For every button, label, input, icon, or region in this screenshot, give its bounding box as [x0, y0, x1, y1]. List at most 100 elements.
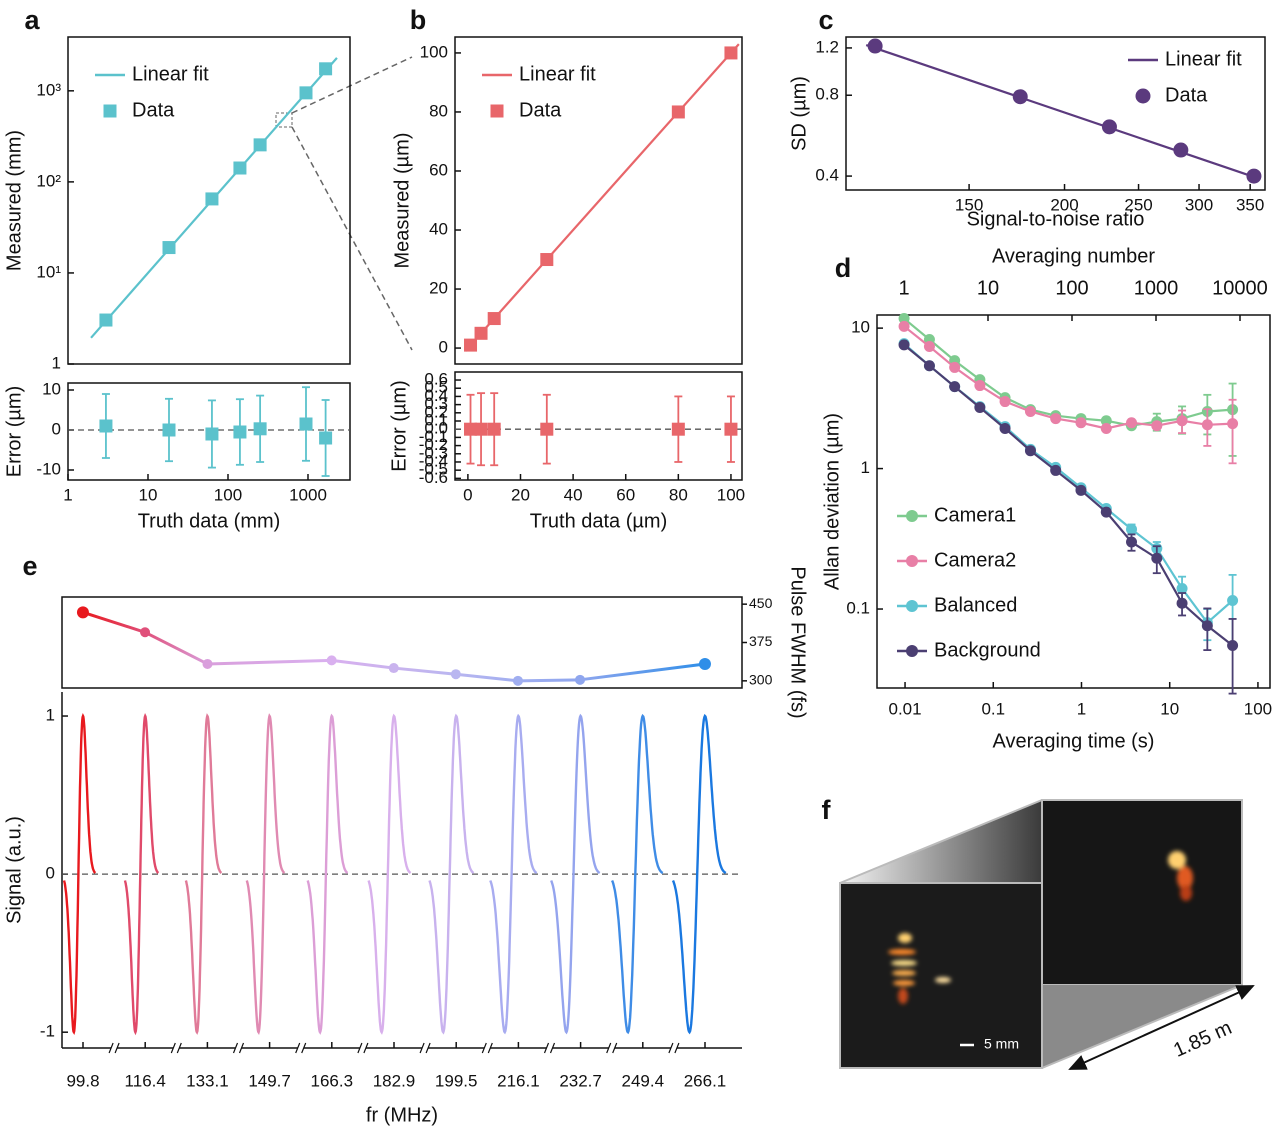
panel-letter: a — [24, 5, 40, 35]
y2-tick-label: 300 — [749, 672, 773, 688]
plot-frame — [454, 36, 743, 365]
data-marker — [1024, 445, 1036, 457]
x-tick-label: 0.01 — [888, 699, 921, 718]
panel-letter: b — [410, 5, 427, 35]
y-axis-label: Error (µm) — [388, 380, 410, 472]
data-marker — [724, 46, 738, 60]
x-tick-label: 0 — [463, 485, 472, 504]
y2-axis-label: Pulse FWHM (fs) — [787, 566, 809, 718]
x2-tick-label: 100 — [1055, 277, 1088, 299]
data-marker — [974, 402, 986, 414]
panel-letter: d — [835, 253, 852, 283]
data-marker — [1126, 536, 1138, 548]
y-tick-label: -0.2 — [419, 435, 448, 454]
axis-break — [425, 1042, 431, 1054]
y-tick-label: 0.5 — [424, 378, 448, 397]
data-marker — [450, 669, 461, 680]
data-marker — [923, 360, 935, 372]
axis-break — [549, 1042, 556, 1054]
back-face — [1041, 799, 1243, 986]
data-marker — [140, 627, 151, 638]
x2-axis-label: Averaging number — [992, 245, 1155, 267]
axis-break — [238, 1042, 245, 1054]
data-marker — [1151, 420, 1163, 432]
x-tick-label: 20 — [511, 485, 530, 504]
data-marker — [1100, 422, 1112, 434]
x-tick-label: 10 — [139, 485, 158, 504]
data-marker — [867, 38, 883, 54]
y-tick-label: 10² — [36, 171, 61, 190]
data-marker — [540, 422, 554, 436]
zoom-line — [291, 126, 413, 351]
y-tick-label: 10 — [42, 379, 61, 398]
data-marker — [949, 381, 961, 393]
legend-marker — [103, 104, 117, 118]
legend-label: Data — [519, 99, 562, 121]
y-tick-label: 100 — [420, 42, 448, 61]
x-axis-label: Signal-to-noise ratio — [967, 208, 1145, 230]
waveform — [245, 713, 286, 1036]
data-marker — [1126, 523, 1138, 535]
zoom-line — [291, 56, 413, 114]
zoom-box — [275, 112, 293, 128]
data-marker — [898, 313, 910, 325]
data-marker — [999, 396, 1011, 408]
x-tick-label: 1000 — [289, 485, 327, 504]
waveform — [367, 713, 412, 1035]
legend-marker — [490, 104, 504, 118]
axis-break-gap — [546, 1044, 553, 1052]
axis-break — [481, 1042, 487, 1054]
data-marker — [319, 62, 333, 76]
axis-break — [612, 1042, 618, 1054]
data-marker — [202, 658, 213, 669]
y-tick-label: 0.3 — [424, 394, 448, 413]
data-marker — [540, 253, 554, 267]
legend-label: Data — [132, 99, 175, 121]
legend-marker — [1135, 88, 1151, 104]
waveform — [123, 712, 160, 1036]
data-marker — [1176, 415, 1188, 427]
y-tick-label: 0.0 — [424, 419, 448, 438]
axis-break-gap — [608, 1044, 615, 1052]
data-marker — [487, 312, 501, 326]
y-tick-label: 10 — [851, 318, 870, 337]
legend-marker — [906, 645, 918, 657]
plot-frame — [67, 36, 351, 365]
waveform — [428, 713, 475, 1035]
y-tick-label: 1 — [861, 458, 870, 477]
data-marker — [671, 105, 685, 119]
x-tick-label: 100 — [1244, 699, 1272, 718]
y-tick-label: -0.6 — [419, 468, 448, 487]
axis-break — [114, 1042, 120, 1054]
y-axis-label: Allan deviation (µm) — [821, 413, 843, 590]
y2-tick-label: 450 — [749, 595, 773, 611]
x-tick-label: 150 — [955, 195, 983, 214]
x2-tick-label: 1000 — [1134, 277, 1179, 299]
data-marker — [1126, 417, 1138, 429]
data-marker — [999, 422, 1011, 434]
x-tick-label: 166.3 — [311, 1071, 354, 1090]
y-tick-label: 0 — [439, 338, 448, 357]
x-tick-label: 232.7 — [559, 1071, 602, 1090]
axis-break — [108, 1042, 114, 1054]
data-marker — [464, 422, 478, 436]
y-tick-label: 0 — [46, 864, 55, 883]
line-segment — [393, 666, 457, 676]
legend-label: Data — [1165, 84, 1208, 106]
y-tick-label: 1.2 — [815, 37, 839, 56]
data-marker — [474, 326, 488, 340]
y-axis-label: SD (µm) — [788, 76, 810, 151]
x-axis-label: Averaging time (s) — [993, 730, 1155, 752]
legend-label: Linear fit — [519, 63, 596, 85]
x-tick-label: 116.4 — [125, 1071, 166, 1090]
x-tick-label: 1 — [1077, 699, 1086, 718]
x-tick-label: 350 — [1236, 195, 1264, 214]
scale-bar-label: 5 mm — [984, 1036, 1019, 1052]
data-marker — [724, 422, 738, 436]
x-tick-label: 250 — [1124, 195, 1152, 214]
axis-break — [668, 1042, 674, 1054]
x-tick-label: 10 — [1160, 699, 1179, 718]
data-marker — [1173, 142, 1189, 158]
